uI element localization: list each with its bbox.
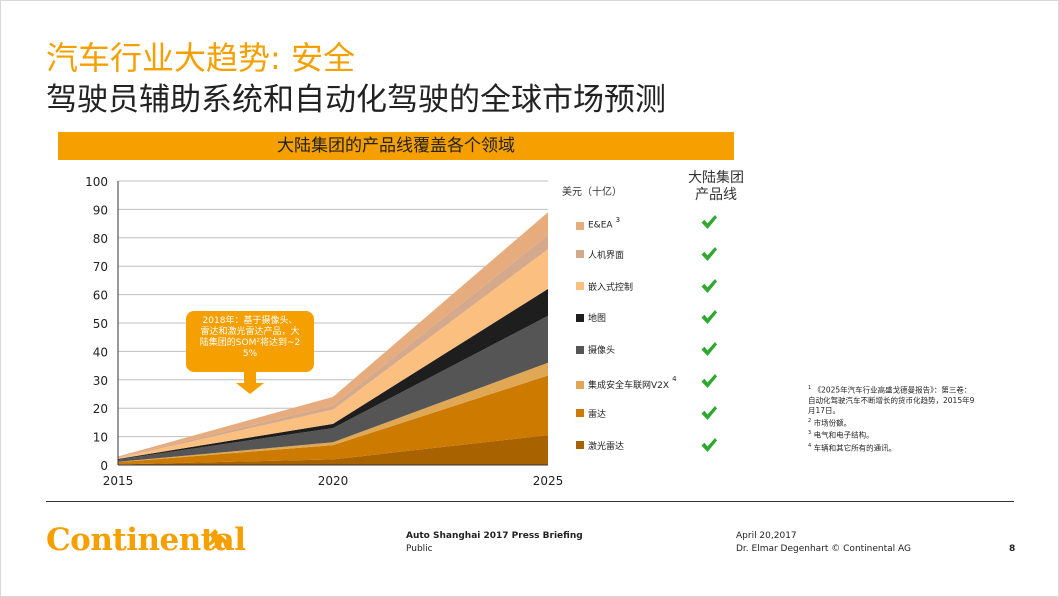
y-tick-label: 30	[93, 374, 108, 388]
x-tick-label: 2020	[318, 474, 349, 488]
area-series	[118, 249, 548, 460]
legend-label: 集成安全车联网V2X	[588, 381, 670, 391]
check-icon	[701, 215, 717, 229]
y-tick-label: 0	[100, 459, 108, 473]
y-tick-label: 10	[93, 431, 108, 445]
check-icon	[701, 310, 717, 325]
y-tick-label: 50	[93, 317, 108, 331]
annotation-line: 2018年：基于摄像头、	[203, 314, 298, 326]
product-line-header-line2: 产品线	[695, 187, 737, 203]
slide-title: 汽车行业大趋势: 安全	[46, 39, 355, 77]
y-tick-label: 70	[93, 260, 108, 274]
area-series	[118, 315, 548, 462]
legend-label: 雷达	[588, 409, 607, 420]
footnote-number: 1	[808, 385, 812, 391]
footnote: 3 电气和电子结构。	[808, 428, 978, 441]
horse-icon	[207, 529, 228, 548]
annotation-line: 雷达和激光雷达产品，大	[200, 325, 299, 337]
annotation-box	[186, 311, 314, 372]
check-icon	[701, 278, 717, 293]
area-series	[118, 288, 548, 460]
legend-swatch	[576, 250, 584, 259]
legend-label: 地图	[588, 314, 607, 325]
y-tick-label: 80	[93, 232, 108, 246]
x-tick-label: 2015	[103, 474, 134, 488]
legend-footnote-ref: 3	[615, 216, 621, 224]
product-line-header-line1: 大陆集团	[688, 170, 744, 186]
legend-item: 人机界面	[576, 248, 624, 262]
legend-swatch	[576, 345, 584, 354]
legend-swatch	[576, 282, 584, 291]
footer-presenter: Dr. Elmar Degenhart © Continental AG	[736, 544, 911, 554]
legend-item: E&EA3	[576, 216, 621, 231]
chart-series	[118, 212, 548, 465]
y-tick-label: 20	[93, 402, 108, 416]
unit-label: 美元（十亿）	[562, 187, 622, 198]
y-tick-label: 40	[93, 345, 108, 359]
legend-label: 激光雷达	[588, 441, 625, 452]
chart-axes	[117, 181, 548, 466]
y-tick-label: 90	[93, 203, 108, 217]
check-icon	[701, 342, 717, 357]
y-tick-label: 100	[85, 175, 108, 189]
legend-item: 激光雷达	[576, 439, 624, 453]
legend-item: 摄像头	[576, 343, 615, 357]
legend-item: 雷达	[576, 407, 606, 421]
annotation-text: 2018年：基于摄像头、雷达和激光雷达产品，大陆集团的SOM²将达到~2 5%	[200, 314, 300, 359]
legend-swatch	[576, 313, 584, 322]
area-series	[118, 375, 548, 465]
footnotes: 1 《2025年汽车行业高盛戈德曼报告》：第三卷：自动化驾驶汽车不断增长的货币化…	[808, 383, 978, 453]
footnote-text: 电气和电子结构。	[811, 430, 874, 440]
annotation-line: 5%	[243, 349, 258, 359]
footer-divider	[46, 501, 1014, 502]
legend-item: 嵌入式控制	[576, 280, 633, 294]
footer-classification: Public	[406, 544, 433, 554]
y-tick-label: 60	[93, 289, 108, 303]
footer-date: April 20,2017	[736, 531, 797, 541]
footnote: 1 《2025年汽车行业高盛戈德曼报告》：第三卷：自动化驾驶汽车不断增长的货币化…	[808, 383, 978, 416]
footnote-text: 《2025年汽车行业高盛戈德曼报告》：第三卷：自动化驾驶汽车不断增长的货币化趋势…	[808, 385, 975, 415]
legend-swatch	[576, 441, 584, 450]
check-icon	[701, 437, 717, 452]
footnote-number: 2	[808, 417, 812, 424]
footnote-text: 市场份额。	[811, 418, 852, 427]
footnote: 4 车辆和其它所有的通讯。	[808, 441, 978, 454]
legend-item: 集成安全车联网V2X4	[576, 375, 677, 391]
footnote-text: 车辆和其它所有的通讯。	[811, 443, 897, 452]
annotation-line: 陆集团的SOM²将达到~2	[200, 336, 300, 348]
chart-tick-labels: 0 10 20 30 40 50 60 70 80 90 100 2015 2020 2025	[85, 175, 563, 488]
check-icon	[701, 246, 717, 261]
slide-subtitle: 驾驶员辅助系统和自动化驾驶的全球市场预测	[46, 82, 666, 118]
legend-label: 人机界面	[588, 250, 625, 261]
area-series	[118, 435, 548, 465]
check-icon	[701, 405, 717, 420]
legend-swatch	[576, 380, 584, 389]
product-line-header: 大陆集团 产品线	[680, 170, 752, 204]
footer-page-number: 8	[1009, 544, 1016, 554]
annotation-arrow-icon	[236, 372, 264, 394]
legend-label: E&EA	[588, 220, 613, 231]
legend-footnote-ref: 4	[672, 375, 677, 383]
check-icon	[701, 374, 717, 388]
footnote: 2 市场份额。	[808, 416, 978, 429]
legend-swatch	[576, 409, 584, 418]
footer-event: Auto Shanghai 2017 Press Briefing	[406, 531, 583, 541]
legend-label: 摄像头	[588, 346, 616, 357]
x-tick-label: 2025	[533, 474, 564, 488]
legend-label: 嵌入式控制	[588, 282, 634, 293]
annotation-callout: 2018年：基于摄像头、雷达和激光雷达产品，大陆集团的SOM²将达到~2 5%	[186, 311, 314, 394]
footnote-number: 4	[808, 442, 812, 449]
banner: 大陆集团的产品线覆盖各个领域	[58, 132, 734, 160]
legend-swatch	[576, 221, 584, 230]
footnote-number: 3	[808, 430, 812, 436]
legend-item: 地图	[576, 311, 606, 325]
